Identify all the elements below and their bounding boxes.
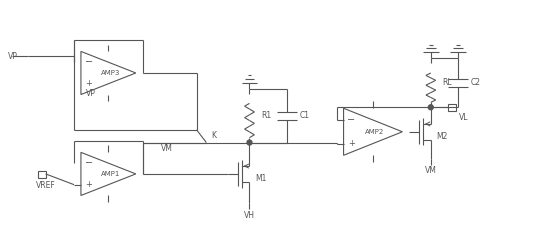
Text: RL: RL (443, 78, 452, 87)
Text: C1: C1 (299, 111, 310, 120)
Circle shape (247, 140, 252, 145)
Text: K: K (211, 131, 216, 140)
Text: +: + (85, 180, 92, 189)
Text: AMP1: AMP1 (101, 171, 120, 177)
Circle shape (428, 105, 433, 110)
Text: VM: VM (425, 167, 437, 175)
Text: AMP3: AMP3 (101, 70, 120, 76)
Text: −: − (85, 57, 93, 67)
Text: VREF: VREF (36, 181, 56, 190)
Text: VP: VP (8, 52, 18, 61)
Text: −: − (85, 158, 93, 168)
Text: VM: VM (161, 144, 173, 153)
Text: C2: C2 (471, 78, 481, 87)
Text: VH: VH (244, 211, 255, 220)
Text: +: + (85, 79, 92, 88)
Text: VP: VP (86, 89, 96, 98)
Text: M1: M1 (255, 174, 267, 183)
Text: R1: R1 (261, 111, 271, 120)
Bar (449, 104, 456, 111)
Text: +: + (348, 139, 355, 148)
Text: −: − (347, 115, 356, 125)
Text: M2: M2 (437, 132, 448, 141)
Text: AMP2: AMP2 (365, 129, 385, 135)
Bar (38, 171, 45, 178)
Text: VL: VL (459, 113, 469, 121)
